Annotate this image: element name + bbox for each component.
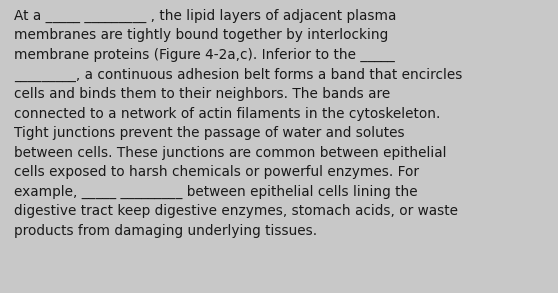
Text: At a _____ _________ , the lipid layers of adjacent plasma
membranes are tightly: At a _____ _________ , the lipid layers … xyxy=(14,9,463,238)
